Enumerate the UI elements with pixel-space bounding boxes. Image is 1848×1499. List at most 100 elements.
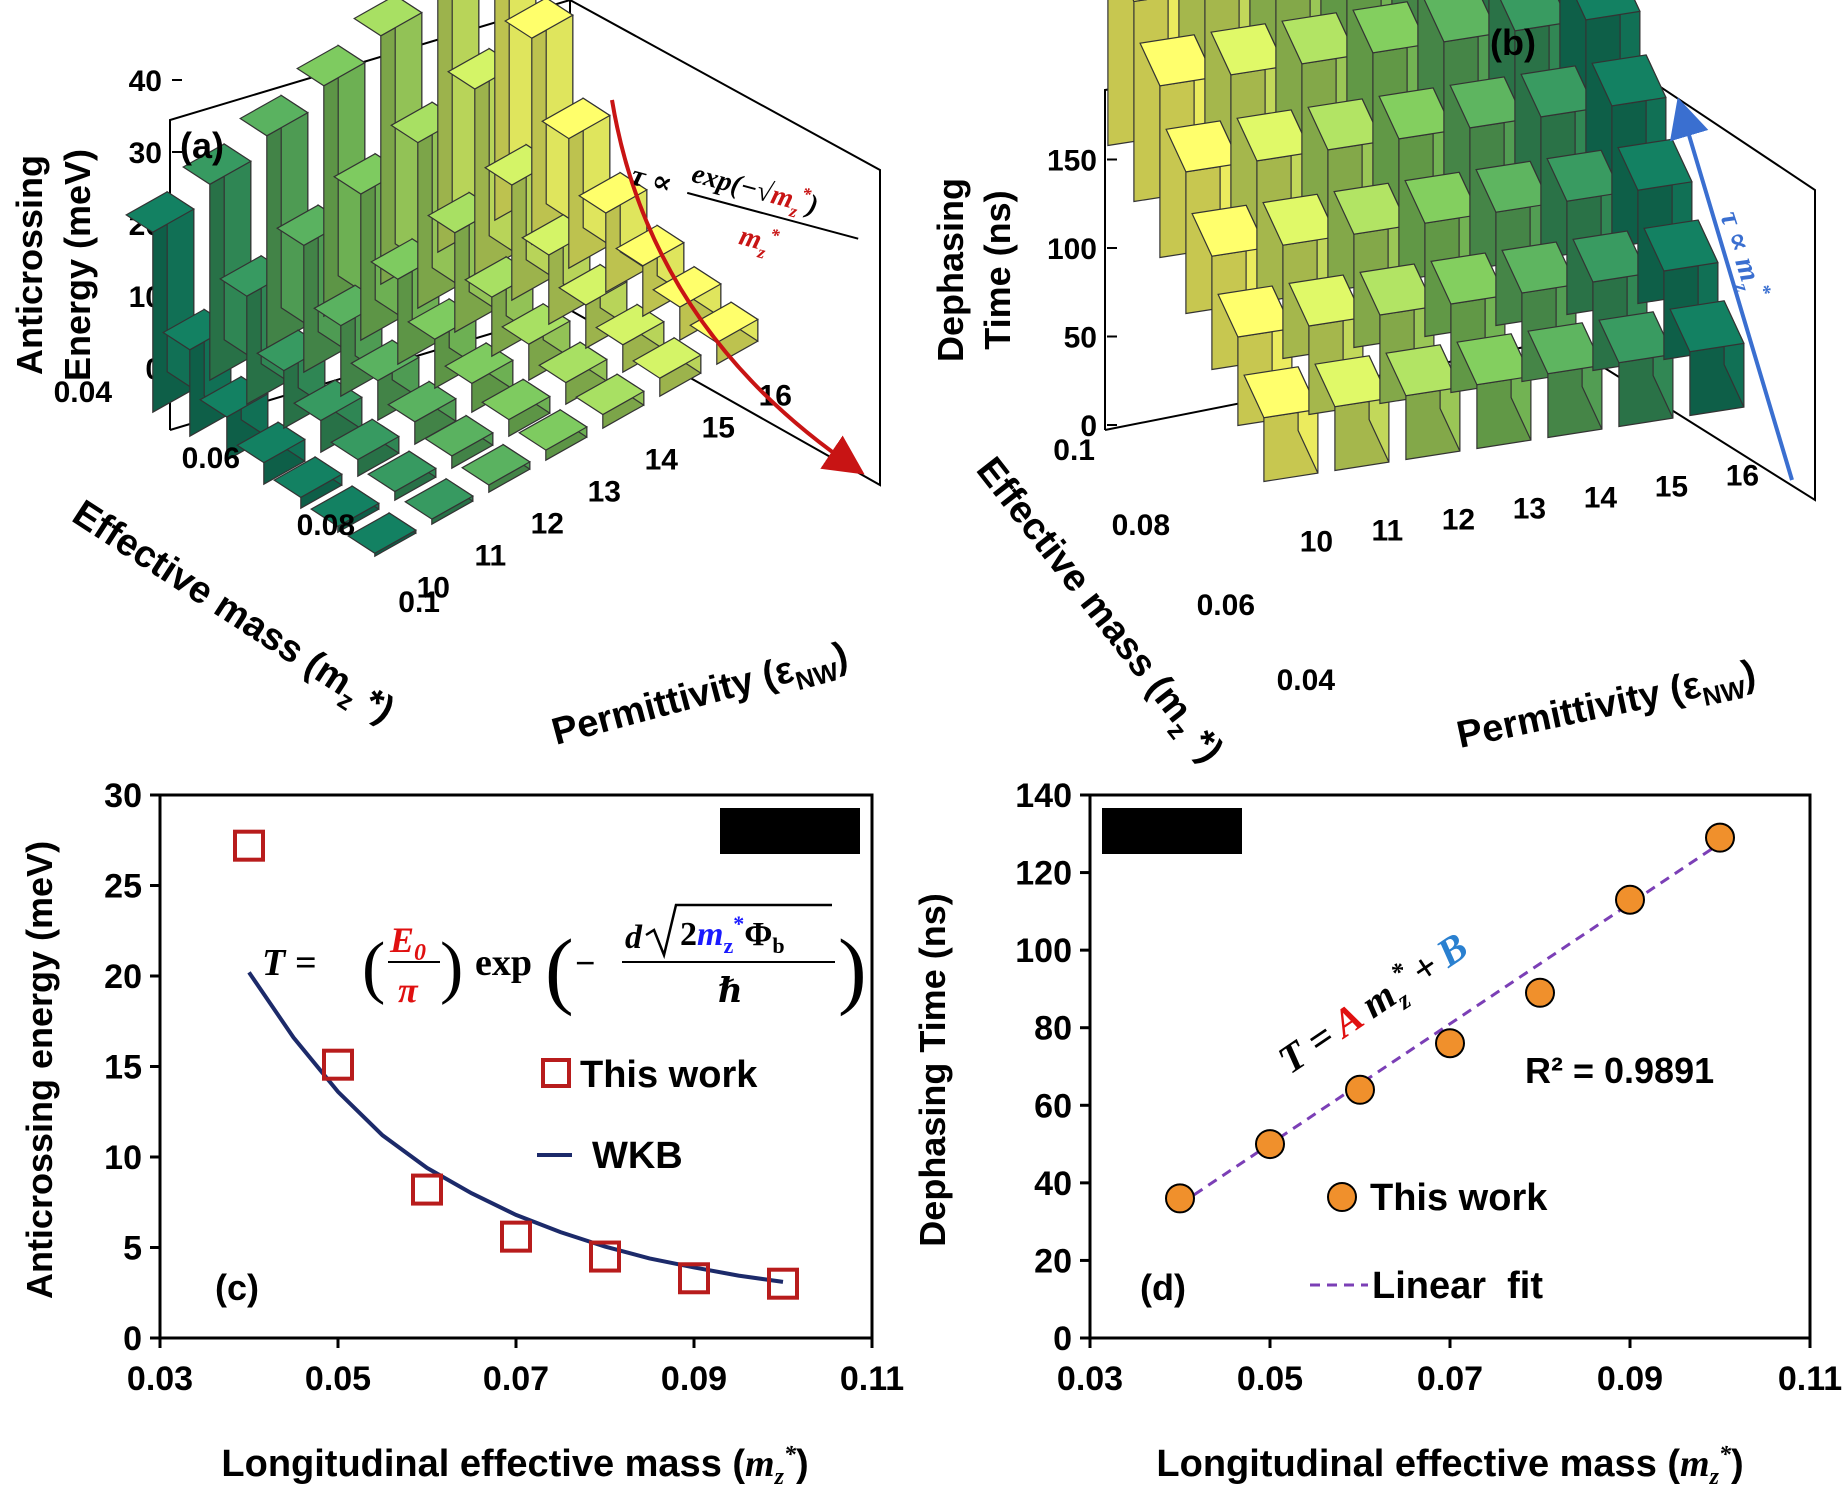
panel-a-permittivity-tick-label: 10 [417,572,450,605]
panel-c-xlabel: Longitudinal effective mass (mz*) [221,1442,808,1490]
panel-a-bar [404,477,474,526]
panel-c-legend-wkb: WKB [592,1135,683,1177]
panel-d-y-tick-label: 100 [1015,932,1072,970]
panel-d-circle-marker [1255,1129,1285,1160]
svg-text:exp: exp [475,942,532,984]
panel-c-y-tick-label: 5 [123,1230,142,1268]
panel-c-square-marker [322,1048,354,1081]
panel-a-permittivity-tick-label: 13 [588,476,621,509]
panel-c-y-tick-label: 0 [123,1320,142,1358]
panel-c-x-tick-label: 0.07 [483,1360,549,1398]
svg-text:(: ( [545,921,574,1017]
svg-text:ℏ: ℏ [718,973,743,1010]
panel-a-bar [239,94,309,350]
panel-d-markers [1165,822,1735,1214]
panel-b-permittivity-tick-label: 11 [1372,514,1404,547]
panel-c-square-marker [411,1173,443,1206]
panel-d-y-tick-label: 120 [1015,855,1072,893]
panel-c-ticks: 0.03 0.05 0.07 0.09 0.11 0 5 10 15 20 25 30 [104,777,904,1398]
panel-d-r2: R² = 0.9891 [1525,1050,1714,1091]
panel-b-mass-tick-label: 0.08 [1112,509,1170,542]
panel-d-xlabel: Longitudinal effective mass (mz*) [1156,1442,1743,1490]
panel-a-permittivity-tick-label: 12 [531,508,564,541]
panel-a-bar [632,336,702,398]
panel-d-circle-marker [1525,977,1555,1008]
panel-a-bar [387,380,457,446]
panel-d-x-tick-label: 0.07 [1417,1360,1483,1398]
panel-b-bar [1385,344,1461,461]
svg-text:E0: E0 [389,920,426,966]
panel-a-mass-tick-label: 0.04 [54,376,113,409]
panel-a-z-tick-label: 40 [129,65,162,98]
panel-c-y-tick-label: 10 [104,1139,142,1177]
panel-a-bar [347,511,417,558]
panel-d-formula: T =Amz*+B [1268,921,1479,1088]
panel-c-square-marker [500,1220,532,1253]
panel-c-y-tick-label: 20 [104,958,142,996]
panel-b: 0 50 100 150 0.1 0.08 0.06 0.04 10 11 12 13 14 15 16… [930,0,1816,770]
svg-text:exp(−√mz*): exp(−√mz*) [687,154,822,226]
panel-b-zlabel-line1: Dephasing [930,178,971,362]
panel-a-bar [330,418,400,478]
panel-b-permittivity-tick-label: 10 [1300,525,1333,558]
panel-a-mass-tick-label: 0.1 [398,586,440,619]
panel-a: 010203040 0.040.060.080.1 10111213141516… [9,0,881,760]
panel-b-bar [1243,366,1319,483]
panel-a-z-tick-label: 30 [129,137,162,170]
panel-d-y-tick-label: 60 [1034,1087,1072,1125]
panel-b-permittivity-tick-label: 15 [1655,470,1688,503]
panel-c-x-tick-label: 0.11 [840,1360,904,1398]
panel-d-x-tick-label: 0.05 [1237,1360,1303,1398]
panel-a-bar [481,378,551,438]
panel-d-k-badge: k = 12 [1130,816,1215,849]
panel-d-label: (d) [1140,1267,1186,1308]
panel-c-legend-square-marker [541,1058,571,1088]
panel-b-permittivity-tick-label: 13 [1513,492,1546,525]
panel-b-label: (b) [1490,22,1536,63]
panel-b-permittivity-tick-label: 16 [1726,459,1759,492]
panel-c-x-tick-label: 0.09 [661,1360,727,1398]
panel-a-bar [652,265,722,342]
panel-d-y-tick-label: 20 [1034,1242,1072,1280]
panel-a-bar [575,373,645,430]
panel-c-square-marker [589,1240,621,1273]
panel-c-k-badge-bg [720,808,860,854]
panel-d-circle-marker [1435,1028,1465,1059]
svg-text:): ) [440,929,463,1006]
panel-b-permittivity-tick-label: 14 [1584,481,1618,514]
panel-a-label: (a) [180,125,224,166]
panel-a-bar [273,455,343,510]
panel-c-k-badge: k = 12 [748,816,833,849]
panel-b-z-tick-label: 50 [1064,322,1097,355]
panel-d-legend-this-work: This work [1370,1177,1548,1219]
panel-b-zlabel-line2: Time (ns) [977,190,1018,349]
panel-a-bar [461,443,531,494]
panel-a-bar [518,408,588,462]
panel-b-z-ticks: 0 50 100 150 [1047,145,1117,443]
panel-d-circle-marker [1615,884,1645,915]
svg-text:d: d [625,919,643,956]
panel-c-wkb-line [247,971,784,1284]
panel-d-circle-marker [1165,1183,1195,1214]
panel-a-permittivity-tick-label: 14 [645,444,679,477]
panel-d-ylabel: Dephasing Time (ns) [912,893,953,1246]
panel-b-trend-arrow [1669,97,1794,481]
panel-a-permittivity-tick-label: 15 [702,412,735,445]
panel-c-plot-frame [158,793,874,1340]
panel-b-mass-ticks: 0.1 0.08 0.06 0.04 [1053,434,1335,697]
panel-a-bar [504,0,574,246]
panel-d-y-tick-label: 0 [1053,1320,1072,1358]
panel-c-legend-this-work: This work [580,1054,758,1096]
panel-a-bar [182,142,252,382]
panel-d-x-tick-label: 0.09 [1597,1360,1663,1398]
panel-a-trend-arrow [610,99,865,475]
panel-b-z-tick-label: 100 [1047,233,1097,266]
svg-text:T =: T = [262,942,316,984]
panel-b-bars [1107,0,1745,483]
panel-b-permittivity-ticks: 10 11 12 13 14 15 16 [1300,459,1759,558]
panel-d-legend-circle-marker [1327,1182,1357,1212]
panel-a-mass-ticks: 0.04 0.06 0.08 0.1 [54,376,440,619]
panel-a-ylabel: Permittivity (εNW) [547,634,854,760]
